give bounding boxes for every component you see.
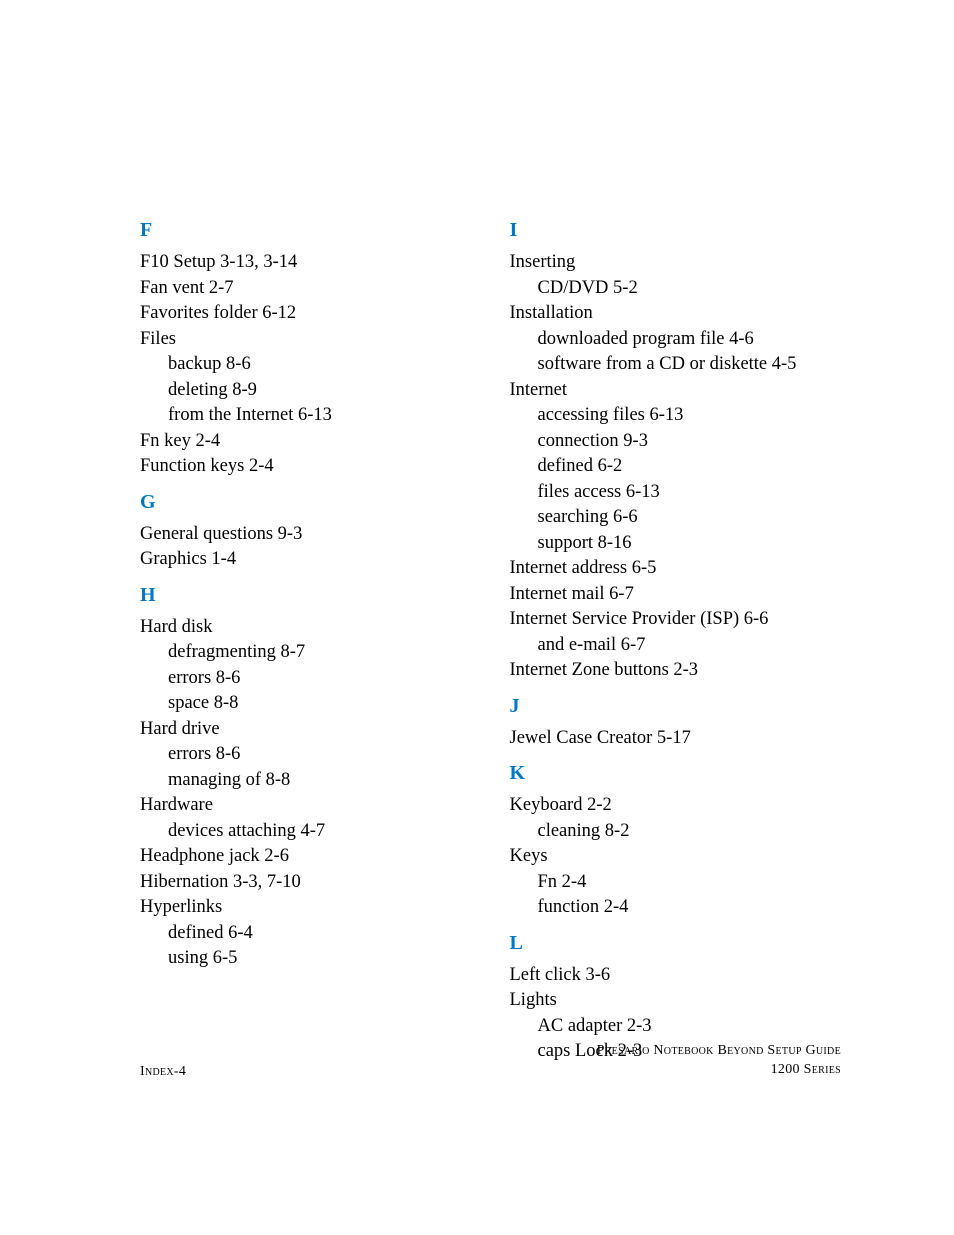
index-entry: Hard disk <box>140 615 472 641</box>
page-footer: Index-4 Presario Notebook Beyond Setup G… <box>140 1042 841 1080</box>
index-entry: CD/DVD 5-2 <box>510 276 842 302</box>
index-entry: Left click 3-6 <box>510 963 842 989</box>
section-heading-j: J <box>510 694 842 718</box>
index-entry: Keys <box>510 844 842 870</box>
index-entry: Jewel Case Creator 5-17 <box>510 726 842 752</box>
index-entry: devices attaching 4-7 <box>140 819 472 845</box>
index-entry: Lights <box>510 988 842 1014</box>
index-entry: Fan vent 2-7 <box>140 276 472 302</box>
index-entry: Function keys 2-4 <box>140 454 472 480</box>
index-entry: from the Internet 6-13 <box>140 403 472 429</box>
index-entry: Files <box>140 327 472 353</box>
index-entry: errors 8-6 <box>140 666 472 692</box>
index-entry: Favorites folder 6-12 <box>140 301 472 327</box>
index-entry: Fn 2-4 <box>510 870 842 896</box>
section-heading-g: G <box>140 490 472 514</box>
section-heading-l: L <box>510 931 842 955</box>
index-entry: F10 Setup 3-13, 3-14 <box>140 250 472 276</box>
index-entry: space 8-8 <box>140 691 472 717</box>
index-entry: Internet mail 6-7 <box>510 582 842 608</box>
index-entry: software from a CD or diskette 4-5 <box>510 352 842 378</box>
footer-guide-line2: 1200 Series <box>597 1061 841 1080</box>
index-entry: Graphics 1-4 <box>140 547 472 573</box>
index-entry: Internet Service Provider (ISP) 6-6 <box>510 607 842 633</box>
index-entry: Keyboard 2-2 <box>510 793 842 819</box>
index-entry: Internet Zone buttons 2-3 <box>510 658 842 684</box>
index-entry: Installation <box>510 301 842 327</box>
index-entry: accessing files 6-13 <box>510 403 842 429</box>
footer-guide-line1: Presario Notebook Beyond Setup Guide <box>597 1042 841 1061</box>
index-entry: downloaded program file 4-6 <box>510 327 842 353</box>
index-entry: Inserting <box>510 250 842 276</box>
index-entry: defined 6-4 <box>140 921 472 947</box>
index-entry: Headphone jack 2-6 <box>140 844 472 870</box>
section-heading-k: K <box>510 761 842 785</box>
index-columns: F F10 Setup 3-13, 3-14Fan vent 2-7Favorit… <box>140 218 841 1065</box>
index-entry: Hard drive <box>140 717 472 743</box>
index-entry: and e-mail 6-7 <box>510 633 842 659</box>
index-entry: searching 6-6 <box>510 505 842 531</box>
index-entry: managing of 8-8 <box>140 768 472 794</box>
column-right: I InsertingCD/DVD 5-2Installationdownload… <box>510 218 842 1065</box>
index-entry: Hyperlinks <box>140 895 472 921</box>
index-entry: using 6-5 <box>140 946 472 972</box>
index-entry: connection 9-3 <box>510 429 842 455</box>
page: F F10 Setup 3-13, 3-14Fan vent 2-7Favorit… <box>0 0 954 1235</box>
index-entry: cleaning 8-2 <box>510 819 842 845</box>
footer-page-label: Index-4 <box>140 1064 186 1080</box>
index-entry: AC adapter 2-3 <box>510 1014 842 1040</box>
index-entry: function 2-4 <box>510 895 842 921</box>
footer-guide-title: Presario Notebook Beyond Setup Guide 120… <box>597 1042 841 1080</box>
index-entry: Internet address 6-5 <box>510 556 842 582</box>
index-entry: errors 8-6 <box>140 742 472 768</box>
index-entry: General questions 9-3 <box>140 522 472 548</box>
column-left: F F10 Setup 3-13, 3-14Fan vent 2-7Favorit… <box>140 218 472 1065</box>
index-entry: defragmenting 8-7 <box>140 640 472 666</box>
index-entry: deleting 8-9 <box>140 378 472 404</box>
index-entry: Fn key 2-4 <box>140 429 472 455</box>
section-heading-h: H <box>140 583 472 607</box>
section-heading-f: F <box>140 218 472 242</box>
index-entry: Hibernation 3-3, 7-10 <box>140 870 472 896</box>
index-entry: defined 6-2 <box>510 454 842 480</box>
index-entry: support 8-16 <box>510 531 842 557</box>
index-entry: files access 6-13 <box>510 480 842 506</box>
index-entry: Internet <box>510 378 842 404</box>
index-entry: backup 8-6 <box>140 352 472 378</box>
index-entry: Hardware <box>140 793 472 819</box>
section-heading-i: I <box>510 218 842 242</box>
